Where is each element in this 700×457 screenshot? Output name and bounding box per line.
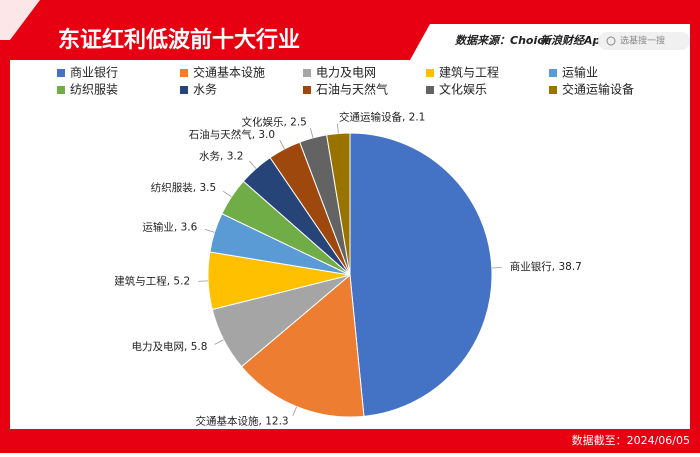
data-label: 交通运输设备, 2.1 bbox=[339, 111, 425, 124]
legend-label: 文化娱乐 bbox=[439, 82, 487, 97]
data-label: 商业银行, 38.7 bbox=[510, 260, 582, 273]
data-label: 石油与天然气, 3.0 bbox=[189, 128, 275, 141]
legend-label: 运输业 bbox=[562, 65, 598, 80]
data-label: 电力及电网, 5.8 bbox=[132, 340, 208, 353]
footer: 数据截至：2024/06/05 bbox=[572, 433, 690, 447]
legend-label: 水务 bbox=[193, 82, 217, 97]
legend-swatch bbox=[426, 69, 434, 77]
legend-swatch bbox=[180, 69, 188, 77]
chart-title: 东证红利低波前十大行业 bbox=[58, 27, 300, 53]
legend-swatch bbox=[303, 86, 311, 94]
legend-label: 纺织服装 bbox=[70, 83, 118, 97]
legend-swatch bbox=[303, 69, 311, 77]
legend-swatch bbox=[549, 69, 557, 77]
legend-label: 建筑与工程 bbox=[439, 65, 499, 80]
legend-swatch bbox=[426, 86, 434, 94]
data-label: 建筑与工程, 5.2 bbox=[114, 275, 190, 288]
legend-label: 交通基本设施 bbox=[193, 65, 265, 80]
legend-label: 商业银行 bbox=[70, 65, 118, 80]
source: 数据来源：Choice bbox=[455, 34, 552, 47]
legend-swatch bbox=[180, 86, 188, 94]
data-label: 水务, 3.2 bbox=[199, 150, 243, 163]
data-label: 运输业, 3.6 bbox=[142, 221, 197, 234]
legend-swatch bbox=[57, 69, 65, 77]
data-label: 文化娱乐, 2.5 bbox=[241, 115, 306, 128]
search-text[interactable]: 选基搜一搜 bbox=[620, 35, 665, 47]
data-label: 纺织服装, 3.5 bbox=[151, 181, 216, 194]
legend-label: 交通运输设备 bbox=[562, 82, 634, 97]
legend-swatch bbox=[57, 86, 65, 94]
legend-label: 电力及电网 bbox=[316, 66, 376, 80]
legend-swatch bbox=[549, 86, 557, 94]
legend-label: 石油与天然气 bbox=[316, 82, 388, 97]
data-label: 交通基本设施, 12.3 bbox=[196, 414, 289, 427]
